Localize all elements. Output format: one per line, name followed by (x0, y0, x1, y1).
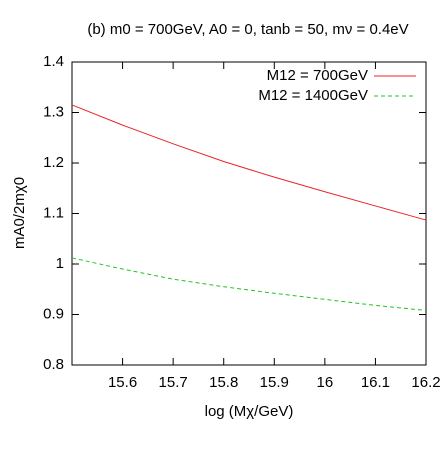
y-axis-label: mA0/2mχ0 (11, 177, 28, 249)
x-tick-label: 16.2 (411, 374, 440, 391)
series-line (71, 257, 427, 311)
x-tick-label: 15.6 (108, 374, 137, 391)
x-tick-label: 16.1 (361, 374, 390, 391)
x-tick-label: 16 (317, 374, 334, 391)
x-tick-label: 15.7 (159, 374, 188, 391)
x-tick-label: 15.8 (209, 374, 238, 391)
legend-label: M12 = 1400GeV (258, 87, 368, 104)
y-tick-label: 1.1 (43, 204, 64, 221)
x-tick-label: 15.9 (260, 374, 289, 391)
y-tick-label: 1.4 (43, 53, 64, 70)
y-tick-label: 0.8 (43, 356, 64, 373)
plot-frame (71, 61, 427, 366)
series-line (71, 104, 427, 221)
chart-title: (b) m0 = 700GeV, A0 = 0, tanb = 50, mν =… (87, 21, 408, 38)
y-tick-label: 1 (56, 255, 64, 272)
y-tick-label: 0.9 (43, 305, 64, 322)
x-axis-label: log (Mχ/GeV) (205, 403, 294, 420)
y-tick-label: 1.3 (43, 103, 64, 120)
legend-label: M12 = 700GeV (267, 67, 368, 84)
y-tick-label: 1.2 (43, 154, 64, 171)
